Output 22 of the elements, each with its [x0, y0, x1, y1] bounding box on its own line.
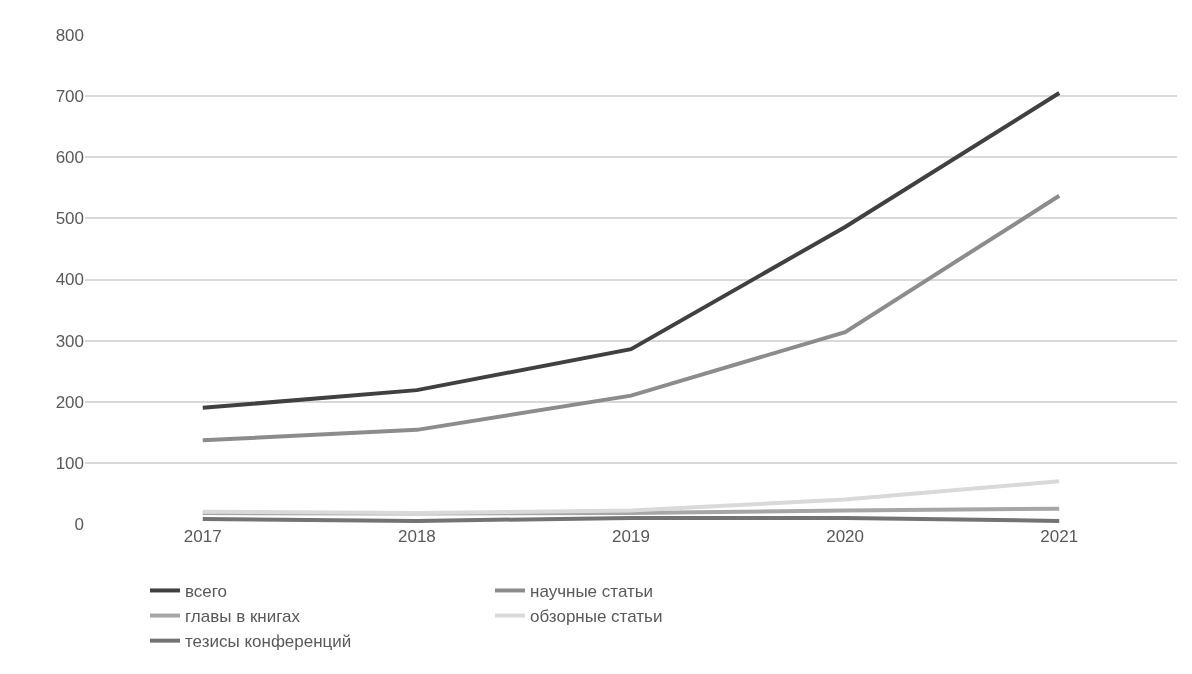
x-tick-label: 2019 [612, 527, 650, 546]
x-tick-label: 2017 [183, 527, 222, 546]
y-tick-label: 200 [55, 392, 84, 412]
line-series [200, 479, 1062, 515]
x-tick-label: 2018 [397, 527, 436, 546]
y-tick-label: 800 [55, 25, 84, 45]
line-series [200, 193, 1062, 443]
y-tick-label: 700 [55, 87, 84, 107]
y-tick-label: 300 [55, 331, 84, 351]
y-tick-label: 500 [55, 209, 84, 229]
legend-label: всего [185, 582, 228, 602]
legend-label: обзорные статьи [530, 607, 663, 627]
legend-label: главы в книгах [185, 607, 301, 627]
y-tick-label: 600 [55, 148, 84, 168]
line-series [200, 91, 1062, 410]
legend-label: научные статьи [530, 582, 654, 602]
legend-label: тезисы конференций [185, 632, 352, 652]
x-tick-label: 2021 [1040, 527, 1079, 546]
y-tick-label: 400 [55, 270, 84, 290]
y-tick-label: 0 [74, 514, 84, 534]
x-tick-label: 2020 [826, 527, 865, 546]
y-tick-label: 100 [55, 453, 84, 473]
